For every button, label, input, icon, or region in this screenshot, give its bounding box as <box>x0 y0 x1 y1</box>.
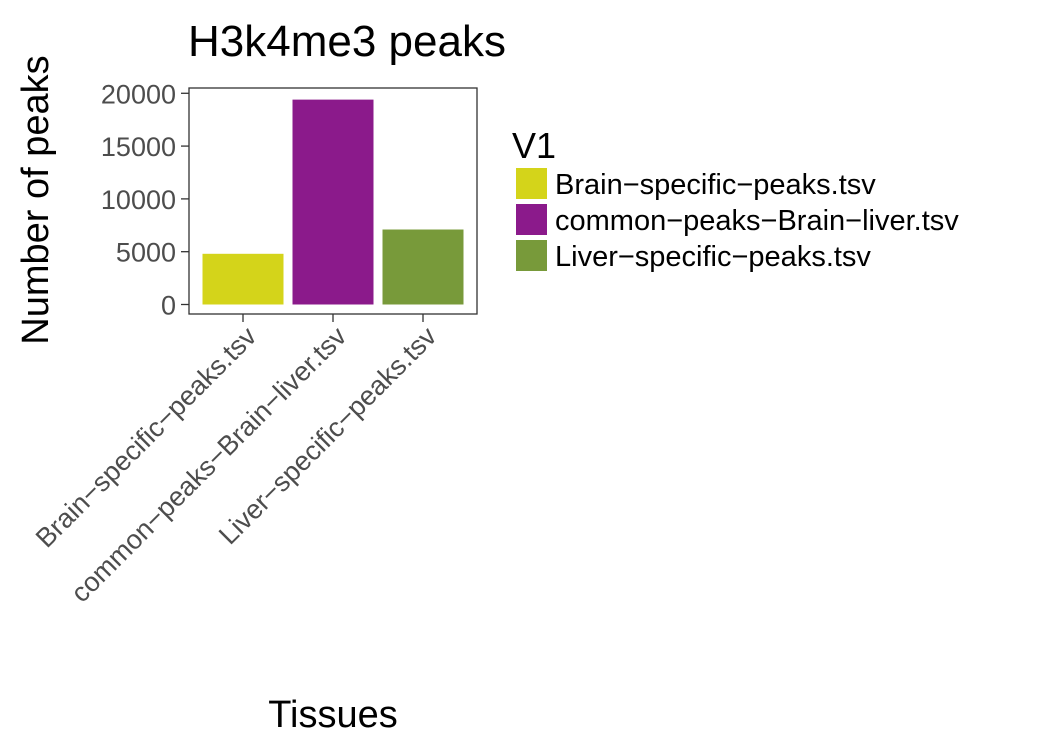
legend: V1 Brain−specific−peaks.tsv common−peaks−… <box>512 125 959 273</box>
legend-key <box>516 204 547 235</box>
bars-group <box>202 99 464 305</box>
x-axis: Brain−specific−peaks.tsvcommon−peaks−Bra… <box>30 314 443 608</box>
legend-key <box>516 240 547 271</box>
bar <box>382 229 464 305</box>
bar <box>292 99 374 305</box>
legend-title: V1 <box>512 125 556 166</box>
y-tick-label: 15000 <box>101 132 176 162</box>
y-tick-label: 20000 <box>101 79 176 109</box>
y-tick-label: 0 <box>161 290 176 320</box>
legend-key <box>516 168 547 199</box>
x-axis-title: Tissues <box>268 694 398 736</box>
bar <box>202 253 284 305</box>
y-axis-title: Number of peaks <box>15 55 57 344</box>
chart-title: H3k4me3 peaks <box>188 17 506 66</box>
legend-label: common−peaks−Brain−liver.tsv <box>555 205 959 237</box>
y-tick-label: 5000 <box>116 238 176 268</box>
legend-label: Liver−specific−peaks.tsv <box>555 241 871 273</box>
legend-label: Brain−specific−peaks.tsv <box>555 169 876 201</box>
y-axis: 0 5000 10000 15000 20000 <box>101 79 189 320</box>
y-tick-label: 10000 <box>101 185 176 215</box>
